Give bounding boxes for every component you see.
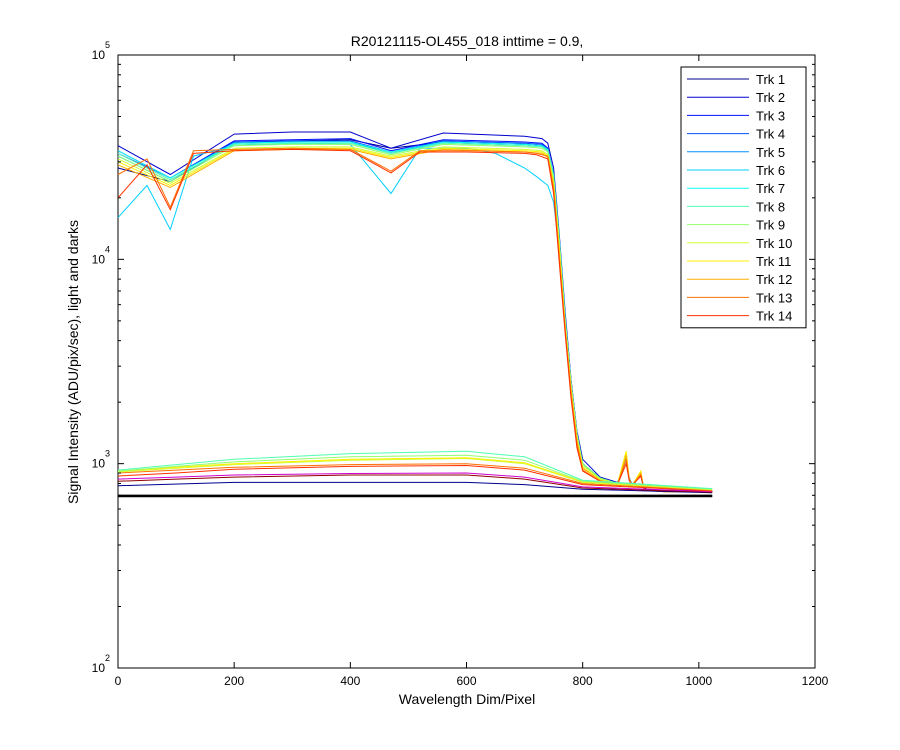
- chart-title: R20121115-OL455_018 inttime = 0.9,: [351, 33, 584, 49]
- legend-label: Trk 11: [756, 254, 791, 269]
- series-line-unlabeled: [117, 472, 713, 493]
- series-line-unlabeled: [117, 457, 713, 491]
- y-tick-label: 10: [92, 252, 106, 266]
- series-line-unlabeled: [117, 463, 713, 491]
- x-tick-label: 0: [115, 674, 122, 688]
- legend-label: Trk 5: [756, 145, 785, 160]
- y-tick-label: 10: [92, 457, 106, 471]
- y-tick-exponent: 3: [105, 449, 110, 459]
- x-tick-label: 1200: [802, 674, 829, 688]
- legend-label: Trk 9: [756, 218, 785, 233]
- y-tick-exponent: 2: [105, 653, 110, 663]
- x-axis-title: Wavelength Dim/Pixel: [399, 691, 535, 707]
- legend-box: [680, 66, 807, 329]
- legend-label: Trk 6: [756, 163, 785, 178]
- legend-label: Trk 7: [756, 181, 785, 196]
- x-tick-label: 200: [224, 674, 244, 688]
- series-line-unlabeled: [117, 474, 713, 493]
- y-tick-exponent: 5: [105, 40, 110, 50]
- y-tick-label: 10: [92, 661, 106, 675]
- x-tick-label: 800: [573, 674, 593, 688]
- series-line-unlabeled: [117, 450, 713, 490]
- legend-label: Trk 8: [756, 199, 785, 214]
- series-line-unlabeled: [117, 464, 713, 492]
- legend-label: Trk 10: [756, 236, 792, 251]
- legend-label: Trk 4: [756, 127, 785, 142]
- series-line: [117, 148, 713, 493]
- legend-label: Trk 1: [756, 72, 785, 87]
- series-line-unlabeled: [117, 457, 713, 490]
- legend: Trk 1 Trk 2 Trk 3 Trk 4 Trk 5 Trk 6 Trk 7 Trk 8…: [680, 66, 807, 329]
- series-line-unlabeled: [117, 481, 713, 494]
- series-line-unlabeled: [117, 454, 713, 490]
- series-layer: [117, 131, 713, 498]
- legend-label: Trk 13: [756, 290, 792, 305]
- legend-label: Trk 12: [756, 272, 792, 287]
- legend-label: Trk 2: [756, 90, 785, 105]
- y-tick-exponent: 4: [105, 244, 110, 254]
- x-tick-label: 600: [456, 674, 476, 688]
- legend-label: Trk 14: [756, 309, 792, 324]
- y-tick-label: 10: [92, 48, 106, 62]
- x-tick-label: 400: [340, 674, 360, 688]
- y-axis-title: Signal Intensity (ADU/pix/sec), light an…: [65, 220, 81, 504]
- legend-label: Trk 3: [756, 108, 785, 123]
- x-tick-label: 1000: [685, 674, 712, 688]
